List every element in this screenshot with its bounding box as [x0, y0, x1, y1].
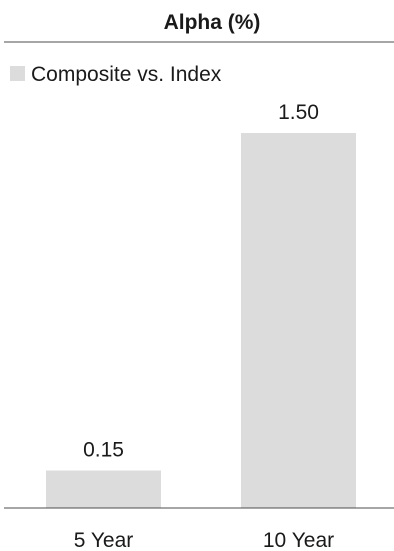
x-tick-labels-layer: 5 Year 10 Year — [74, 529, 334, 551]
x-tick-label-5-year: 5 Year — [74, 529, 134, 551]
value-label-10-year: 1.50 — [278, 101, 319, 124]
value-labels-layer: 0.15 1.50 — [83, 101, 319, 462]
value-label-5-year: 0.15 — [83, 439, 124, 462]
bar-5-year — [46, 470, 161, 508]
x-tick-label-10-year: 10 Year — [263, 529, 334, 551]
bar-10-year — [241, 133, 356, 508]
chart-title: Alpha (%) — [164, 11, 261, 34]
legend-label: Composite vs. Index — [31, 63, 222, 86]
bars-layer — [46, 133, 356, 508]
legend-swatch — [10, 66, 25, 81]
